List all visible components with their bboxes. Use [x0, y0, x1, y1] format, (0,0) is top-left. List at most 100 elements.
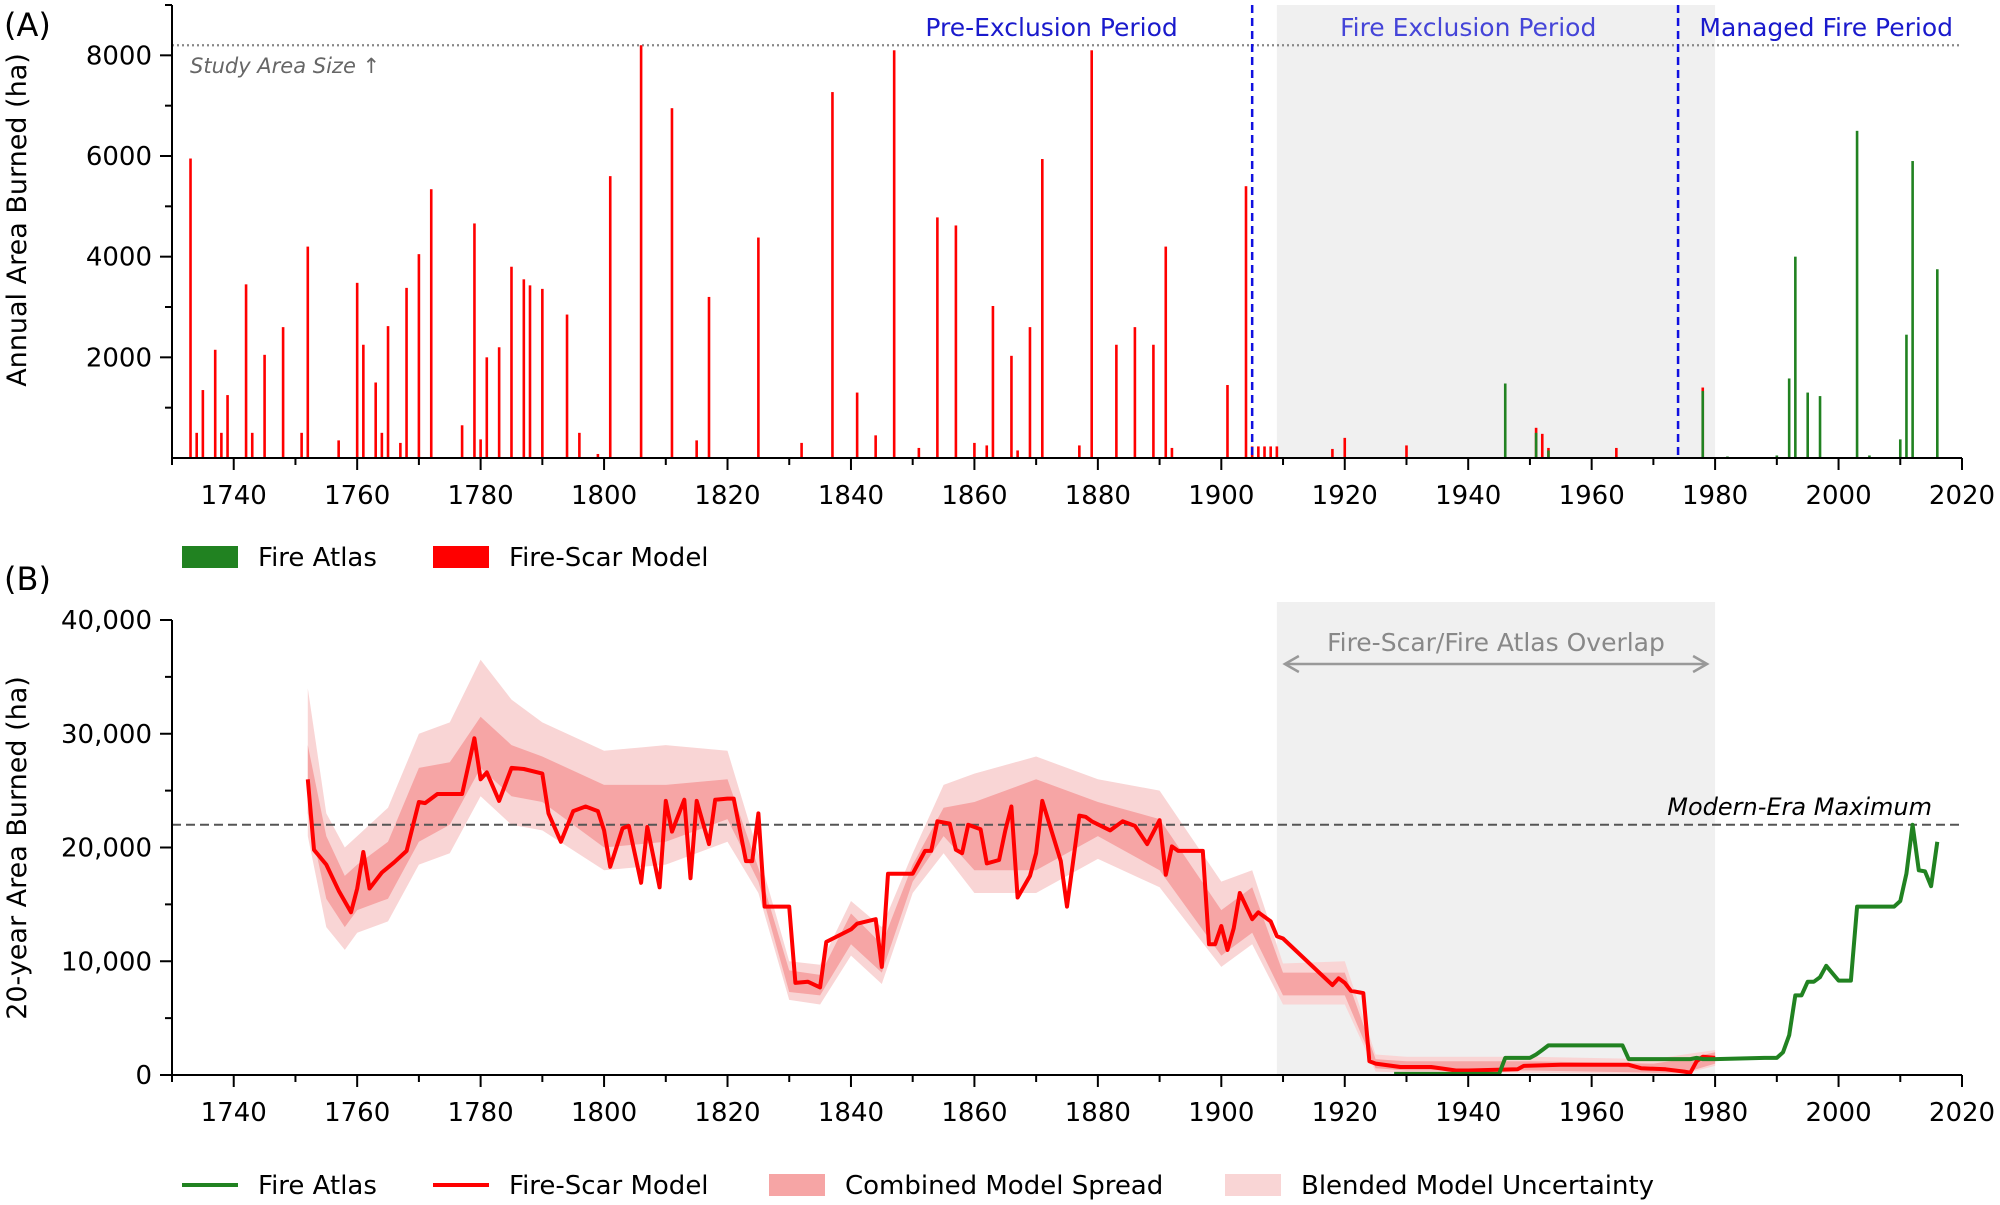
panel-b-x-tick-label-1780: 1780: [448, 1098, 514, 1128]
modern-era-maximum-label: Modern-Era Maximum: [1667, 793, 1932, 821]
bar-fire-scar-model-1904: [1244, 186, 1248, 458]
bar-fire-scar-model-1847: [892, 50, 896, 459]
bar-fire-scar-model-1783: [497, 347, 501, 458]
bar-fire-scar-model-1794: [565, 314, 569, 458]
panel-b-y-tick-label-4: 40,000: [61, 606, 152, 636]
panel-b-x-tick-label-1900: 1900: [1188, 1098, 1254, 1128]
bar-fire-scar-model-1767: [399, 442, 402, 458]
panel-a-x-tick-label-1800: 1800: [571, 481, 637, 511]
bar-fire-scar-model-1854: [936, 217, 939, 458]
panel-a-y-tick-label-6000: 6000: [86, 142, 152, 172]
bar-fire-scar-model-1757: [337, 440, 340, 458]
panel-a-x-tick-label-1740: 1740: [201, 481, 267, 511]
bar-fire-scar-model-1866: [1010, 355, 1013, 458]
bar-fire-scar-model-1763: [374, 382, 377, 458]
bar-fire-atlas-2005: [1868, 455, 1871, 458]
bar-fire-scar-model-1877: [1078, 445, 1081, 458]
bar-fire-scar-model-1734: [195, 432, 198, 458]
overlap-arrowhead-right: [1692, 654, 1710, 674]
legend-label-fire-scar-model: Fire-Scar Model: [509, 1171, 709, 1201]
bar-fire-scar-model-1772: [429, 189, 433, 458]
fire-atlas-line: [1394, 822, 1940, 1076]
bar-fire-atlas-1953: [1547, 450, 1550, 458]
bar-fire-scar-model-1770: [417, 254, 421, 458]
bar-fire-scar-model-1765: [386, 326, 390, 458]
bar-fire-scar-model-1788: [528, 285, 532, 458]
bar-fire-scar-model-1752: [306, 246, 310, 458]
bar-fire-atlas-2012: [1911, 161, 1914, 459]
bar-fire-scar-model-1920: [1343, 437, 1347, 458]
panel-a-y-axis-label: Annual Area Burned (ha): [2, 53, 33, 387]
panel-a-x-tick-label-2020: 2020: [1929, 481, 1995, 511]
panel-b-x-tick-label-2020: 2020: [1929, 1098, 1995, 1128]
legend-swatch-blended-model-uncertainty: [1225, 1174, 1281, 1196]
panel-b-x-tick-label-1760: 1760: [324, 1098, 390, 1128]
bar-fire-scar-model-1787: [522, 279, 526, 458]
panel-b-x-ticks: 1740 1760 1780 1800 1820 1840 1860 1880 1900 1920…: [171, 1075, 1995, 1128]
bar-fire-scar-model-1892: [1170, 447, 1174, 458]
legend-label-fire-atlas: Fire Atlas: [258, 543, 377, 573]
panel-a-x-tick-label-1860: 1860: [941, 481, 1007, 511]
bar-fire-scar-model-1811: [670, 108, 674, 458]
bar-fire-scar-model-1930: [1405, 445, 1408, 458]
bar-fire-scar-model-1780: [479, 439, 482, 458]
panel-b-legend: Fire Atlas Fire-Scar Model Combined Mode…: [182, 1171, 1654, 1201]
bar-fire-scar-model-1906: [1257, 446, 1260, 458]
bar-fire-scar-model-1909: [1275, 446, 1279, 458]
panel-b-x-tick-label-1820: 1820: [694, 1098, 760, 1128]
bar-fire-scar-model-1817: [707, 296, 711, 458]
panel-b-y-tick-label-1: 10,000: [61, 947, 152, 977]
bar-fire-scar-model-1733: [189, 158, 192, 458]
panel-b-x-tick-label-2000: 2000: [1805, 1098, 1871, 1128]
panel-b-y-tick-label-3: 30,000: [61, 720, 152, 750]
bar-fire-scar-model-1832: [800, 442, 803, 458]
bar-fire-scar-model-1760: [355, 282, 359, 458]
bar-fire-scar-model-1918: [1331, 448, 1334, 458]
fire-exclusion-shading: [1276, 5, 1716, 458]
bar-fire-atlas-1997: [1818, 396, 1822, 458]
panel-b: 0 10,000 20,000 30,000 40,000 1740 1760 1780 18…: [2, 560, 1995, 1128]
panel-a-y-ticks: 2000 4000 6000 8000: [86, 4, 172, 409]
bar-fire-scar-model-1761: [362, 344, 365, 458]
bar-fire-scar-model-1863: [991, 305, 995, 458]
bar-fire-scar-model-1735: [201, 390, 205, 458]
legend-label-fire-scar-model: Fire-Scar Model: [509, 543, 709, 573]
panel-a-y-tick-label-2000: 2000: [86, 343, 152, 373]
panel-b-x-tick-label-1980: 1980: [1682, 1098, 1748, 1128]
panel-a-x-tick-label-1820: 1820: [694, 481, 760, 511]
bar-fire-atlas-2011: [1905, 334, 1908, 458]
panel-b-x-tick-label-1840: 1840: [818, 1098, 884, 1128]
panel-b-y-ticks: 0 10,000 20,000 30,000 40,000: [61, 606, 172, 1091]
study-area-size-label: Study Area Size ↑: [190, 54, 380, 78]
panel-a-x-tick-label-2000: 2000: [1805, 481, 1871, 511]
bar-fire-scar-model-1806: [639, 45, 643, 459]
combined-model-spread-band: [307, 716, 1716, 1073]
bar-fire-scar-model-1768: [405, 287, 408, 458]
bar-fire-scar-model-1801: [608, 176, 612, 458]
overlap-arrowhead-left: [1282, 654, 1300, 674]
panel-b-x-tick-label-1800: 1800: [571, 1098, 637, 1128]
bar-fire-scar-model-1889: [1152, 344, 1155, 458]
bar-fire-scar-model-1779: [473, 223, 476, 458]
fire-scar-model-line: [305, 736, 1716, 1075]
bar-fire-scar-model-1764: [380, 432, 384, 458]
bar-fire-atlas-2016: [1936, 269, 1939, 458]
legend-swatch-fire-scar-model: [433, 546, 489, 568]
panel-a-x-tick-label-1920: 1920: [1312, 481, 1378, 511]
bar-fire-scar-model-1799: [596, 453, 600, 458]
bar-fire-scar-model-1790: [541, 288, 544, 458]
fire-exclusion-period-label: Fire Exclusion Period: [1340, 13, 1596, 42]
bar-fire-scar-model-1738: [220, 432, 223, 458]
bar-fire-scar-model-1781: [485, 357, 489, 458]
panel-b-y-axis-label: 20-year Area Burned (ha): [2, 676, 33, 1020]
bar-fire-scar-model-1815: [695, 440, 698, 458]
panel-a-x-tick-label-1760: 1760: [324, 481, 390, 511]
bar-fire-atlas-1978: [1701, 391, 1705, 458]
bar-fire-scar-model-1751: [300, 432, 303, 458]
bar-fire-scar-model-1908: [1269, 446, 1272, 458]
bar-fire-scar-model-1860: [973, 442, 976, 458]
bar-fire-scar-model-1841: [855, 392, 859, 458]
bar-fire-scar-model-1891: [1164, 246, 1168, 458]
panel-b-x-tick-label-1860: 1860: [941, 1098, 1007, 1128]
